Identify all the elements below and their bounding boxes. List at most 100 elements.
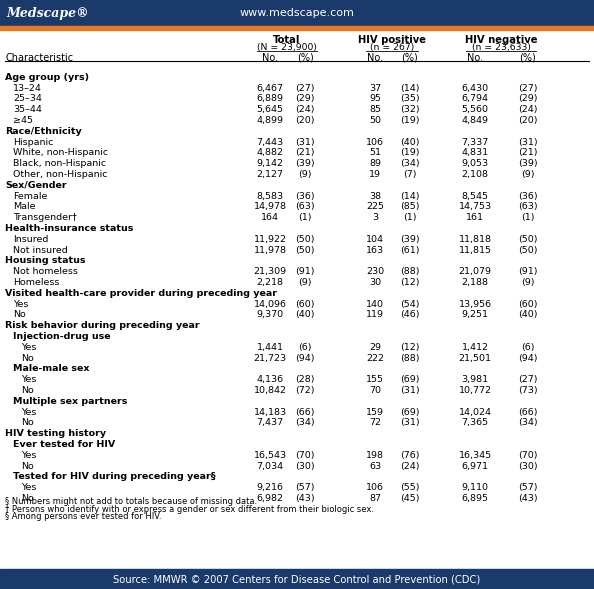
Text: (30): (30) <box>295 462 315 471</box>
Text: (66): (66) <box>295 408 315 416</box>
Text: 2,127: 2,127 <box>257 170 283 179</box>
Text: (43): (43) <box>518 494 538 503</box>
Text: (70): (70) <box>518 451 538 459</box>
Text: 4,136: 4,136 <box>257 375 283 384</box>
Text: 14,183: 14,183 <box>254 408 286 416</box>
Text: (50): (50) <box>295 246 315 254</box>
Text: (9): (9) <box>298 278 312 287</box>
Text: 37: 37 <box>369 84 381 92</box>
Text: (88): (88) <box>400 353 420 362</box>
Text: § Numbers might not add to totals because of missing data.: § Numbers might not add to totals becaus… <box>5 497 257 506</box>
Text: Hispanic: Hispanic <box>13 137 53 147</box>
Text: 225: 225 <box>366 202 384 211</box>
Text: No: No <box>21 462 34 471</box>
Text: 21,723: 21,723 <box>254 353 286 362</box>
Text: (50): (50) <box>518 234 538 244</box>
Text: (60): (60) <box>518 299 538 309</box>
Text: 6,971: 6,971 <box>462 462 488 471</box>
Text: 21,079: 21,079 <box>459 267 491 276</box>
Text: 14,024: 14,024 <box>459 408 491 416</box>
Text: 9,110: 9,110 <box>462 483 488 492</box>
Text: No: No <box>13 310 26 319</box>
Text: No.: No. <box>262 53 278 63</box>
Text: (27): (27) <box>295 84 315 92</box>
Text: (76): (76) <box>400 451 420 459</box>
Text: 106: 106 <box>366 483 384 492</box>
Text: Age group (yrs): Age group (yrs) <box>5 72 89 82</box>
Text: 11,922: 11,922 <box>254 234 286 244</box>
Text: (20): (20) <box>518 116 538 125</box>
Text: 38: 38 <box>369 191 381 200</box>
Text: 230: 230 <box>366 267 384 276</box>
Text: No: No <box>21 386 34 395</box>
Text: (30): (30) <box>518 462 538 471</box>
Text: 4,849: 4,849 <box>462 116 488 125</box>
Text: (40): (40) <box>295 310 315 319</box>
Text: (n = 267): (n = 267) <box>370 43 414 52</box>
Text: 51: 51 <box>369 148 381 157</box>
Text: No.: No. <box>467 53 483 63</box>
Text: (39): (39) <box>295 159 315 168</box>
Text: 6,889: 6,889 <box>257 94 283 103</box>
Text: Yes: Yes <box>21 451 36 459</box>
Text: Tested for HIV during preceding year§: Tested for HIV during preceding year§ <box>13 472 216 481</box>
Text: HIV negative: HIV negative <box>465 35 537 45</box>
Text: (9): (9) <box>522 170 535 179</box>
Text: (43): (43) <box>295 494 315 503</box>
Text: 1,412: 1,412 <box>462 343 488 352</box>
Text: Homeless: Homeless <box>13 278 59 287</box>
Text: 222: 222 <box>366 353 384 362</box>
Text: (73): (73) <box>518 386 538 395</box>
Text: 85: 85 <box>369 105 381 114</box>
Text: 25–34: 25–34 <box>13 94 42 103</box>
Text: (40): (40) <box>400 137 420 147</box>
Text: (31): (31) <box>400 386 420 395</box>
Text: (27): (27) <box>518 84 538 92</box>
Text: (31): (31) <box>295 137 315 147</box>
Text: Insured: Insured <box>13 234 48 244</box>
Text: (9): (9) <box>522 278 535 287</box>
Text: 2,108: 2,108 <box>462 170 488 179</box>
Text: (34): (34) <box>400 159 420 168</box>
Text: 7,337: 7,337 <box>462 137 489 147</box>
Text: (1): (1) <box>522 213 535 222</box>
Text: Yes: Yes <box>21 343 36 352</box>
Text: Housing status: Housing status <box>5 256 86 265</box>
Text: (70): (70) <box>295 451 315 459</box>
Text: 89: 89 <box>369 159 381 168</box>
Text: 4,882: 4,882 <box>257 148 283 157</box>
Text: 50: 50 <box>369 116 381 125</box>
Text: (60): (60) <box>295 299 315 309</box>
Text: (1): (1) <box>298 213 312 222</box>
Text: (36): (36) <box>518 191 538 200</box>
Text: (24): (24) <box>400 462 420 471</box>
Text: 164: 164 <box>261 213 279 222</box>
Text: Visited health-care provider during preceding year: Visited health-care provider during prec… <box>5 289 277 297</box>
Bar <box>0 26 594 30</box>
Text: (14): (14) <box>400 84 420 92</box>
Text: 63: 63 <box>369 462 381 471</box>
Text: Male-male sex: Male-male sex <box>13 365 90 373</box>
Text: † Persons who identify with or express a gender or sex different from their biol: † Persons who identify with or express a… <box>5 505 374 514</box>
Text: (91): (91) <box>295 267 315 276</box>
Text: 9,370: 9,370 <box>257 310 283 319</box>
Text: (50): (50) <box>295 234 315 244</box>
Text: (50): (50) <box>518 246 538 254</box>
Text: 13,956: 13,956 <box>459 299 492 309</box>
Text: Male: Male <box>13 202 36 211</box>
Text: (31): (31) <box>400 418 420 427</box>
Text: 11,815: 11,815 <box>459 246 491 254</box>
Text: 2,218: 2,218 <box>257 278 283 287</box>
Text: Yes: Yes <box>21 483 36 492</box>
Text: 9,216: 9,216 <box>257 483 283 492</box>
Bar <box>0 569 594 589</box>
Text: 11,978: 11,978 <box>254 246 286 254</box>
Text: (7): (7) <box>403 170 417 179</box>
Text: Yes: Yes <box>13 299 29 309</box>
Text: Transgender†: Transgender† <box>13 213 77 222</box>
Text: Medscape®: Medscape® <box>6 6 89 19</box>
Text: (63): (63) <box>295 202 315 211</box>
Text: Yes: Yes <box>21 408 36 416</box>
Text: 7,365: 7,365 <box>462 418 488 427</box>
Text: www.medscape.com: www.medscape.com <box>239 8 355 18</box>
